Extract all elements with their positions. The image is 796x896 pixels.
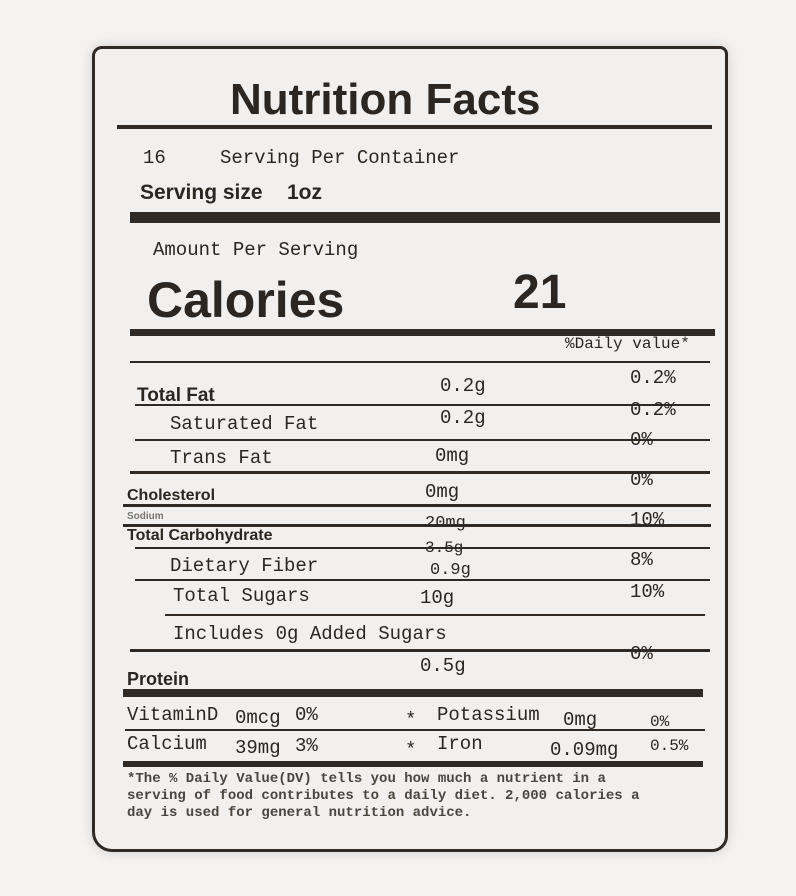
mineral-amount: 39mg xyxy=(235,737,281,759)
divider xyxy=(130,471,710,474)
divider xyxy=(135,404,710,406)
mineral-name: Iron xyxy=(437,733,483,755)
nutrient-dv: 0% xyxy=(630,429,653,451)
calories-value: 21 xyxy=(513,266,567,319)
nutrient-name: Total Sugars xyxy=(173,585,310,607)
mineral-dv: 0% xyxy=(650,713,670,731)
amount-per-serving: Amount Per Serving xyxy=(153,239,359,261)
mineral-amount: 0mg xyxy=(563,709,598,731)
nutrient-amount: 0mg xyxy=(425,481,460,503)
nutrient-dv: 0% xyxy=(630,643,653,665)
servings-count: 16 xyxy=(143,147,166,169)
nutrition-label: Nutrition Facts 16 Serving Per Container… xyxy=(92,46,728,852)
nutrient-dv: 10% xyxy=(630,581,665,603)
calories-label: Calories xyxy=(147,272,345,328)
nutrient-name: Total Fat xyxy=(137,385,215,406)
divider xyxy=(135,579,710,581)
servings-label: Serving Per Container xyxy=(220,147,460,169)
nutrient-name: Dietary Fiber xyxy=(170,555,319,577)
nutrient-amount: 0.2g xyxy=(440,407,486,429)
mineral-amount: 0mcg xyxy=(235,707,281,729)
nutrient-amount: 0.2g xyxy=(440,375,486,397)
nutrient-amount: 0.9g xyxy=(430,561,471,580)
footnote: *The % Daily Value(DV) tells you how muc… xyxy=(127,771,640,821)
nutrient-name: Total Carbohydrate xyxy=(127,527,273,544)
nutrient-amount: 10g xyxy=(420,587,455,609)
nutrient-name: Trans Fat xyxy=(170,447,273,469)
nutrient-dv: 8% xyxy=(630,549,653,571)
star-icon: * xyxy=(405,739,417,761)
daily-value-header: %Daily value* xyxy=(565,335,690,353)
serving-size: 1oz xyxy=(287,181,323,204)
mineral-name: Potassium xyxy=(437,704,540,726)
nutrient-name: Sodium xyxy=(127,511,164,522)
thick-divider xyxy=(130,212,720,223)
nutrient-amount: 0.5g xyxy=(420,655,466,677)
nutrient-name: Saturated Fat xyxy=(170,413,319,435)
mineral-dv: 0% xyxy=(295,704,318,726)
divider xyxy=(123,524,711,527)
thick-divider xyxy=(123,689,703,697)
star-icon: * xyxy=(405,709,417,731)
nutrient-dv: 0.2% xyxy=(630,399,676,421)
nutrient-amount: 20mg xyxy=(425,514,466,533)
divider xyxy=(130,361,710,363)
nutrient-name: Includes 0g Added Sugars xyxy=(173,623,447,645)
nutrient-amount: 0mg xyxy=(435,445,470,467)
label-title: Nutrition Facts xyxy=(230,75,541,124)
divider xyxy=(135,439,710,441)
nutrient-dv: 0.2% xyxy=(630,367,676,389)
nutrient-dv: 0% xyxy=(630,469,653,491)
mineral-name: Calcium xyxy=(127,733,207,755)
divider xyxy=(117,125,712,129)
mineral-dv: 0.5% xyxy=(650,737,689,755)
divider xyxy=(130,649,710,652)
divider xyxy=(125,729,705,731)
nutrient-name: Protein xyxy=(127,669,190,689)
divider xyxy=(123,504,711,507)
mineral-name: VitaminD xyxy=(127,704,219,726)
serving-size-label: Serving size xyxy=(140,181,263,204)
thick-divider xyxy=(123,761,703,767)
divider xyxy=(165,614,705,616)
mineral-dv: 3% xyxy=(295,735,318,757)
divider xyxy=(135,547,710,549)
mineral-amount: 0.09mg xyxy=(550,739,619,761)
nutrient-dv: 10% xyxy=(630,509,665,531)
divider xyxy=(130,329,715,336)
nutrient-name: Cholesterol xyxy=(127,487,216,504)
